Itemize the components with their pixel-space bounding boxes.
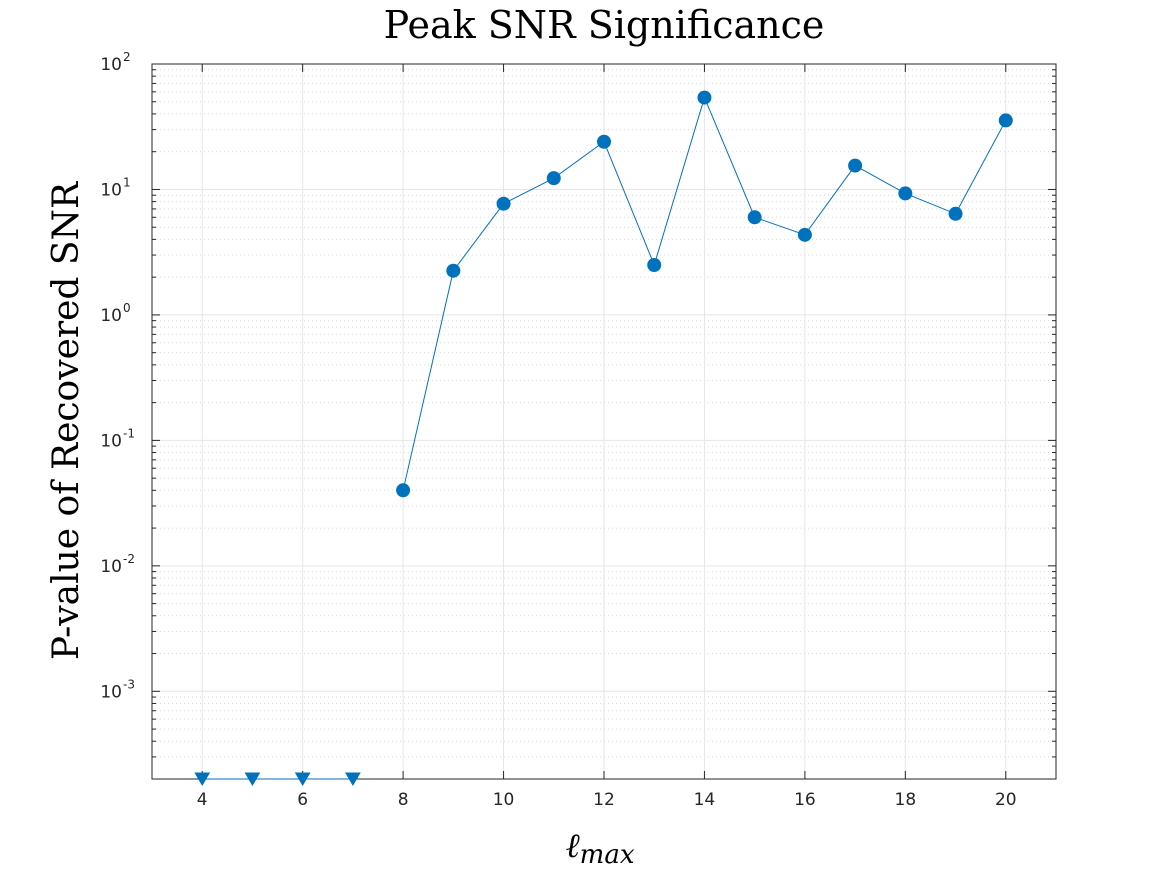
x-axis-label-subscript: max	[580, 840, 635, 870]
data-point-circle	[898, 186, 913, 201]
y-tick-label: 10	[100, 431, 122, 451]
y-tick-label-exponent: 1	[123, 175, 131, 189]
y-tick-label: 10	[100, 180, 122, 200]
x-tick-label: 18	[895, 790, 917, 810]
data-point-circle	[948, 206, 963, 221]
y-tick-label-exponent: 2	[123, 50, 131, 64]
x-tick-label: 6	[297, 790, 308, 810]
data-point-triangle	[294, 772, 311, 786]
data-point-triangle	[244, 772, 261, 786]
data-point-circle	[647, 257, 662, 272]
x-tick-label: 8	[398, 790, 409, 810]
y-tick-label-exponent: -2	[123, 552, 135, 566]
y-axis-label: P-value of Recovered SNR	[46, 181, 87, 660]
data-point-circle	[747, 210, 762, 225]
data-point-circle	[697, 90, 712, 105]
series-layer	[194, 90, 1013, 786]
data-point-circle	[848, 158, 863, 173]
data-point-triangle	[345, 772, 361, 786]
y-tick-label: 10	[100, 55, 122, 75]
y-tick-label-exponent: 0	[123, 301, 131, 315]
data-point-triangle	[194, 772, 211, 786]
x-axis-label-main: ℓ	[566, 826, 580, 866]
data-point-circle	[546, 171, 561, 186]
y-tick-label-exponent: -1	[123, 426, 135, 440]
x-tick-label: 10	[493, 790, 515, 810]
y-tick-label-exponent: -3	[123, 677, 135, 691]
x-axis-label: ℓmax	[566, 826, 635, 870]
data-point-circle	[496, 196, 511, 211]
data-point-circle	[998, 113, 1013, 128]
data-point-circle	[597, 134, 611, 149]
data-point-circle	[396, 483, 411, 498]
y-tick-label: 10	[100, 306, 122, 326]
y-tick-label: 10	[100, 557, 122, 577]
x-tick-label: 12	[593, 790, 615, 810]
x-tick-label: 14	[694, 790, 716, 810]
data-point-circle	[797, 227, 812, 242]
y-tick-label: 10	[100, 682, 122, 702]
grid-layer	[152, 63, 1056, 779]
data-point-circle	[446, 263, 461, 278]
x-tick-label: 20	[995, 790, 1017, 810]
x-tick-label: 4	[197, 790, 208, 810]
chart-title: Peak SNR Significance	[384, 3, 825, 47]
x-tick-label: 16	[794, 790, 816, 810]
